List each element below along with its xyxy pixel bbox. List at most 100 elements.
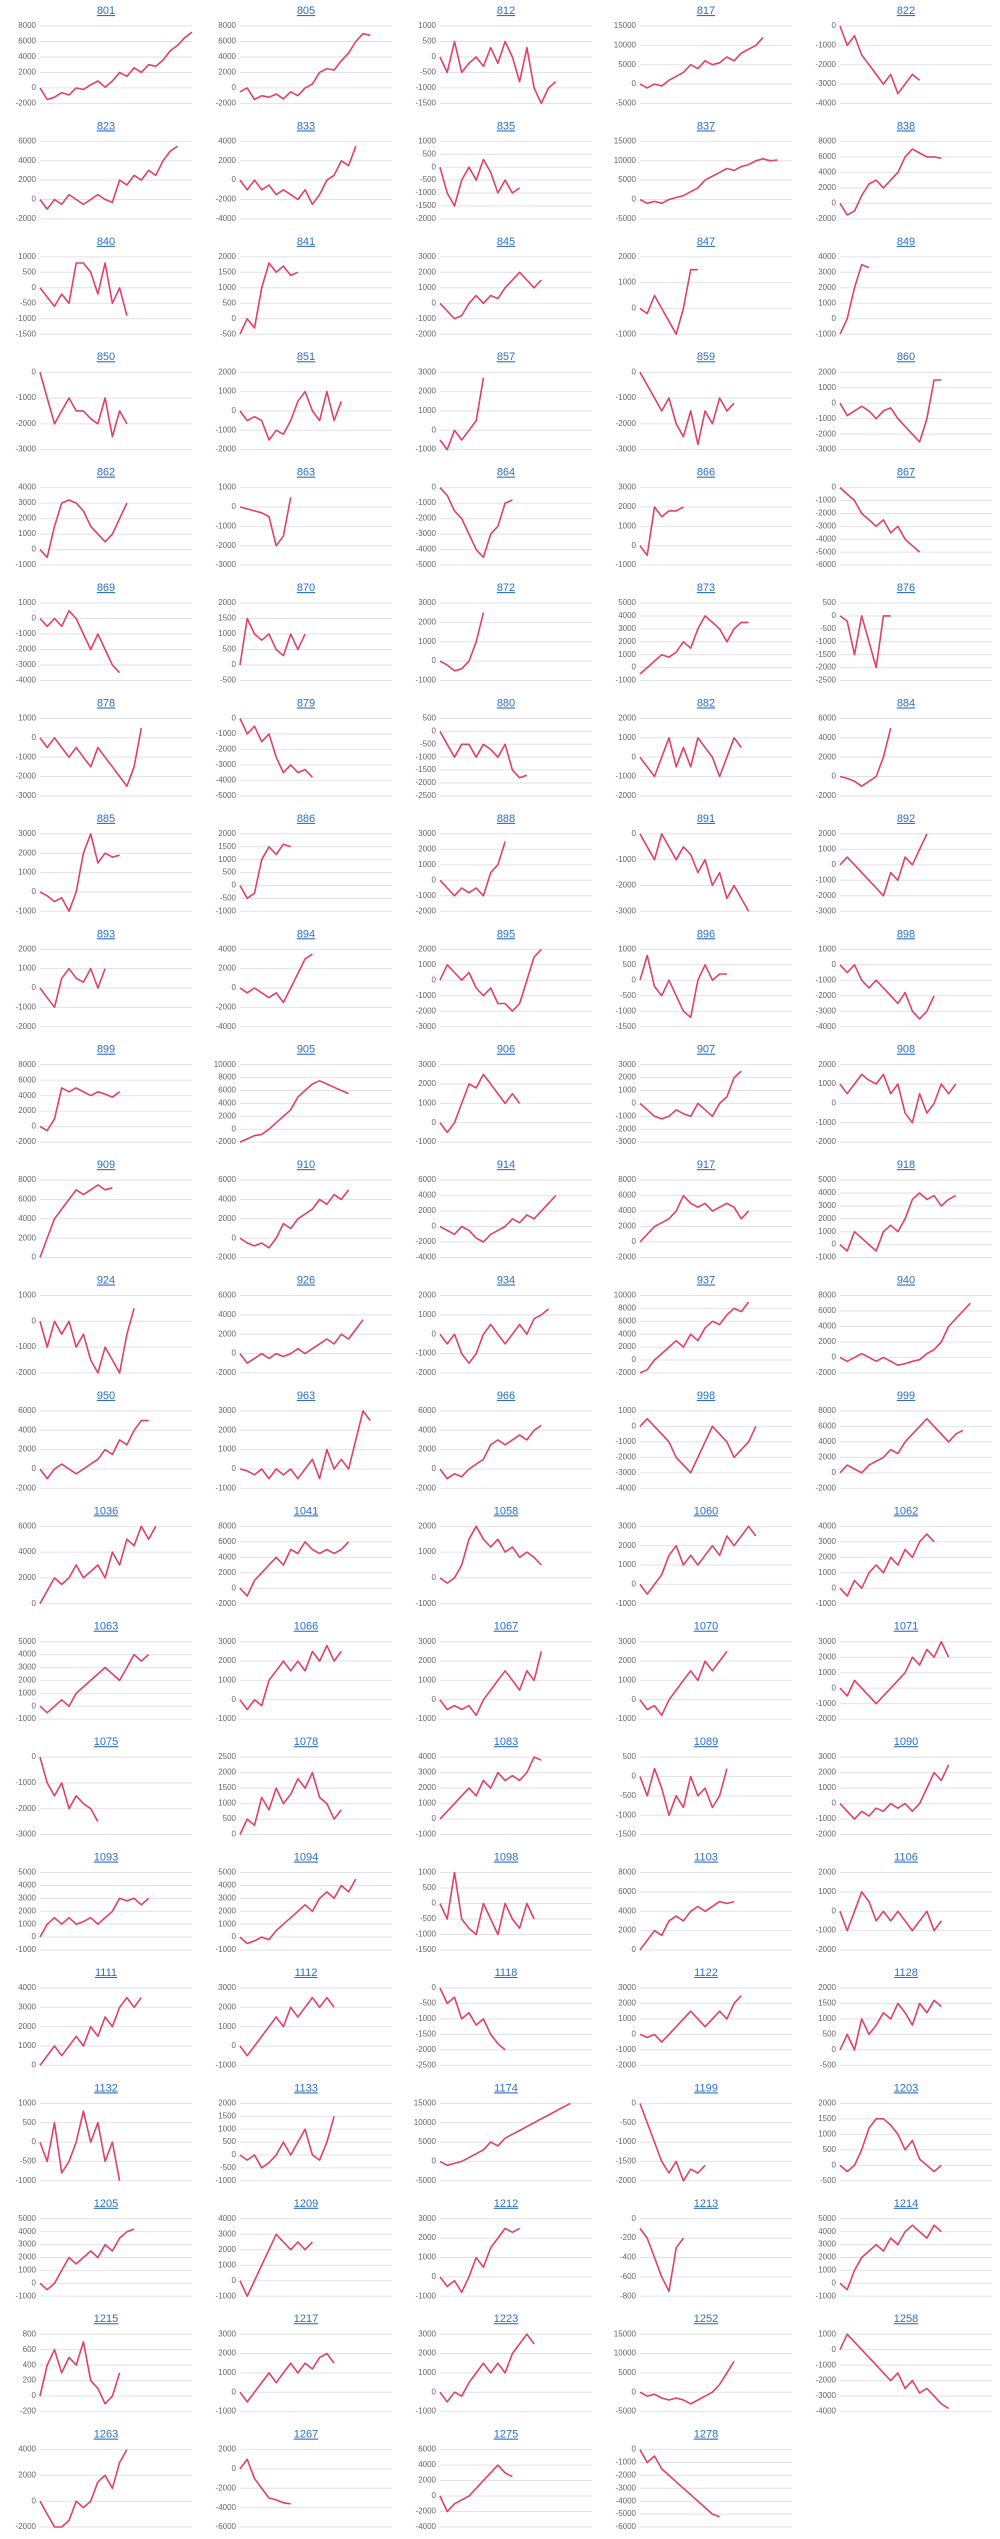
chart-title-link[interactable]: 833: [297, 120, 315, 132]
chart-title-link[interactable]: 1063: [94, 1621, 118, 1633]
chart-title-link[interactable]: 886: [297, 813, 315, 825]
chart-title-link[interactable]: 950: [97, 1390, 115, 1402]
chart-title-link[interactable]: 873: [697, 582, 715, 594]
chart-title-link[interactable]: 869: [97, 582, 115, 594]
chart-title-link[interactable]: 884: [897, 697, 915, 709]
chart-title-link[interactable]: 1075: [94, 1736, 118, 1748]
chart-title-link[interactable]: 1267: [294, 2429, 318, 2441]
chart-title-link[interactable]: 899: [97, 1044, 115, 1056]
chart-title-link[interactable]: 906: [497, 1044, 515, 1056]
chart-title-link[interactable]: 1252: [694, 2313, 718, 2325]
chart-title-link[interactable]: 840: [97, 236, 115, 248]
chart-title-link[interactable]: 1111: [95, 1967, 117, 1979]
chart-title-link[interactable]: 1263: [94, 2429, 118, 2441]
chart-title-link[interactable]: 1098: [494, 1852, 518, 1864]
chart-title-link[interactable]: 845: [497, 236, 515, 248]
chart-title-link[interactable]: 876: [897, 582, 915, 594]
chart-title-link[interactable]: 892: [897, 813, 915, 825]
chart-title-link[interactable]: 851: [297, 351, 315, 363]
chart-title-link[interactable]: 898: [897, 928, 915, 940]
chart-title-link[interactable]: 1174: [494, 2082, 518, 2094]
chart-title-link[interactable]: 917: [697, 1159, 715, 1171]
chart-title-link[interactable]: 1212: [494, 2198, 518, 2210]
chart-title-link[interactable]: 1071: [894, 1621, 918, 1633]
chart-title-link[interactable]: 866: [697, 467, 715, 479]
chart-title-link[interactable]: 1275: [494, 2429, 518, 2441]
chart-title-link[interactable]: 895: [497, 928, 515, 940]
chart-title-link[interactable]: 822: [897, 5, 915, 17]
chart-title-link[interactable]: 1060: [694, 1505, 718, 1517]
chart-title-link[interactable]: 914: [497, 1159, 515, 1171]
chart-title-link[interactable]: 879: [297, 697, 315, 709]
chart-title-link[interactable]: 859: [697, 351, 715, 363]
chart-title-link[interactable]: 1213: [694, 2198, 718, 2210]
chart-title-link[interactable]: 849: [897, 236, 915, 248]
chart-title-link[interactable]: 896: [697, 928, 715, 940]
chart-title-link[interactable]: 963: [297, 1390, 315, 1402]
chart-title-link[interactable]: 1062: [894, 1505, 918, 1517]
chart-title-link[interactable]: 937: [697, 1275, 715, 1287]
chart-title-link[interactable]: 907: [697, 1044, 715, 1056]
chart-title-link[interactable]: 880: [497, 697, 515, 709]
chart-title-link[interactable]: 1122: [694, 1967, 718, 1979]
chart-title-link[interactable]: 1223: [494, 2313, 518, 2325]
chart-title-link[interactable]: 823: [97, 120, 115, 132]
chart-title-link[interactable]: 1106: [894, 1852, 918, 1864]
chart-title-link[interactable]: 1083: [494, 1736, 518, 1748]
chart-title-link[interactable]: 1203: [894, 2082, 918, 2094]
chart-title-link[interactable]: 888: [497, 813, 515, 825]
chart-title-link[interactable]: 1078: [294, 1736, 318, 1748]
chart-title-link[interactable]: 885: [97, 813, 115, 825]
chart-title-link[interactable]: 835: [497, 120, 515, 132]
chart-title-link[interactable]: 934: [497, 1275, 515, 1287]
chart-title-link[interactable]: 966: [497, 1390, 515, 1402]
chart-title-link[interactable]: 882: [697, 697, 715, 709]
chart-title-link[interactable]: 905: [297, 1044, 315, 1056]
chart-title-link[interactable]: 1036: [94, 1505, 118, 1517]
chart-title-link[interactable]: 1133: [294, 2082, 318, 2094]
chart-title-link[interactable]: 1205: [94, 2198, 118, 2210]
chart-title-link[interactable]: 864: [497, 467, 515, 479]
chart-title-link[interactable]: 817: [697, 5, 715, 17]
chart-title-link[interactable]: 926: [297, 1275, 315, 1287]
chart-title-link[interactable]: 1209: [294, 2198, 318, 2210]
chart-title-link[interactable]: 838: [897, 120, 915, 132]
chart-title-link[interactable]: 850: [97, 351, 115, 363]
chart-title-link[interactable]: 805: [297, 5, 315, 17]
chart-title-link[interactable]: 812: [497, 5, 515, 17]
chart-title-link[interactable]: 1089: [694, 1736, 718, 1748]
chart-title-link[interactable]: 847: [697, 236, 715, 248]
chart-title-link[interactable]: 1128: [894, 1967, 918, 1979]
chart-title-link[interactable]: 908: [897, 1044, 915, 1056]
chart-title-link[interactable]: 894: [297, 928, 315, 940]
chart-title-link[interactable]: 878: [97, 697, 115, 709]
chart-title-link[interactable]: 940: [897, 1275, 915, 1287]
chart-title-link[interactable]: 910: [297, 1159, 315, 1171]
chart-title-link[interactable]: 1278: [694, 2429, 718, 2441]
chart-title-link[interactable]: 924: [97, 1275, 115, 1287]
chart-title-link[interactable]: 801: [97, 5, 115, 17]
chart-title-link[interactable]: 909: [97, 1159, 115, 1171]
chart-title-link[interactable]: 1090: [894, 1736, 918, 1748]
chart-title-link[interactable]: 1215: [94, 2313, 118, 2325]
chart-title-link[interactable]: 918: [897, 1159, 915, 1171]
chart-title-link[interactable]: 860: [897, 351, 915, 363]
chart-title-link[interactable]: 1199: [694, 2082, 718, 2094]
chart-title-link[interactable]: 1041: [294, 1505, 318, 1517]
chart-title-link[interactable]: 841: [297, 236, 315, 248]
chart-title-link[interactable]: 857: [497, 351, 515, 363]
chart-title-link[interactable]: 1118: [495, 1967, 518, 1979]
chart-title-link[interactable]: 1067: [494, 1621, 518, 1633]
chart-title-link[interactable]: 1066: [294, 1621, 318, 1633]
chart-title-link[interactable]: 837: [697, 120, 715, 132]
chart-title-link[interactable]: 1112: [295, 1967, 318, 1979]
chart-title-link[interactable]: 1258: [894, 2313, 918, 2325]
chart-title-link[interactable]: 870: [297, 582, 315, 594]
chart-title-link[interactable]: 1217: [294, 2313, 318, 2325]
chart-title-link[interactable]: 1093: [94, 1852, 118, 1864]
chart-title-link[interactable]: 863: [297, 467, 315, 479]
chart-title-link[interactable]: 998: [697, 1390, 715, 1402]
chart-title-link[interactable]: 1094: [294, 1852, 318, 1864]
chart-title-link[interactable]: 1214: [894, 2198, 918, 2210]
chart-title-link[interactable]: 1103: [694, 1852, 718, 1864]
